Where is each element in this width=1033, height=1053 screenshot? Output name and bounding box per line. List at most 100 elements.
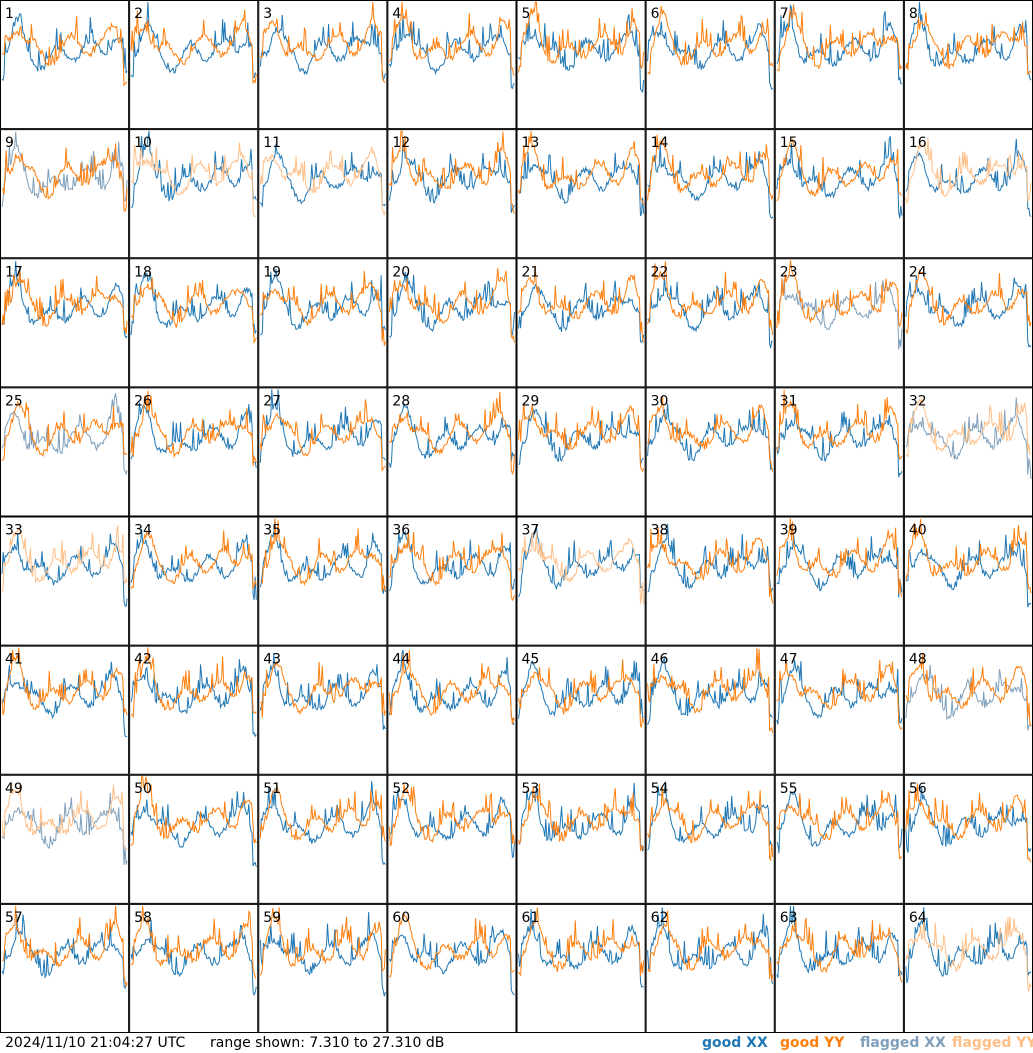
series-yy-line [259,145,386,216]
panel-frame [0,774,130,904]
series-xx-line [647,781,774,851]
series-xx-line [1,261,128,339]
series-yy-line [260,518,386,592]
panel-frame [0,0,130,130]
panel-5: 5 [516,0,646,130]
panel-33: 33 [0,516,130,646]
footer-bar: 2024/11/10 21:04:27 UTC range shown: 7.3… [0,1033,1033,1053]
panel-label: 7 [780,6,789,22]
series-yy-line [776,4,903,72]
series-xx-line [905,138,1032,217]
panel-label: 21 [522,264,540,280]
series-xx-line [518,280,645,343]
panel-frame [516,774,646,904]
panel-18: 18 [129,258,259,388]
panel-49: 49 [0,774,130,904]
panel-label: 64 [909,910,927,926]
panel-label: 27 [263,393,281,409]
panel-label: 4 [392,6,401,22]
panel-47: 47 [774,645,904,775]
panel-63: 63 [774,903,904,1033]
panel-16: 16 [903,129,1033,259]
series-yy-line [647,261,774,335]
series-yy-line [260,659,386,718]
panel-label: 31 [780,393,798,409]
panel-12: 12 [387,129,517,259]
panel-frame [516,645,646,775]
panel-frame [645,645,775,775]
panel-label: 46 [651,652,669,668]
panel-label: 34 [134,523,152,539]
panel-label: 25 [5,393,23,409]
series-yy-line [776,389,903,461]
series-xx-line [647,907,774,985]
panel-label: 38 [651,523,669,539]
series-xx-line [1,661,128,738]
panel-frame [129,129,259,259]
panel-label: 1 [5,6,14,22]
panel-7: 7 [774,0,904,130]
panel-label: 19 [263,264,281,280]
panel-frame [258,645,388,775]
series-yy-line [905,12,1032,76]
panel-label: 56 [909,781,927,797]
panel-label: 35 [263,523,281,539]
panel-42: 42 [129,645,259,775]
panel-frame [774,645,904,775]
series-yy-line [259,1,386,84]
panel-43: 43 [258,645,388,775]
panel-36: 36 [387,516,517,646]
panel-label: 9 [5,135,14,151]
panel-label: 57 [5,910,23,926]
series-yy-line [905,783,1032,863]
panel-frame [903,0,1033,130]
series-yy-line [1,905,128,987]
panel-frame [387,258,517,388]
panel-frame [387,903,517,1033]
series-xx-line [518,908,644,988]
panel-frame [774,903,904,1033]
series-xx-line [647,657,774,725]
series-xx-line [518,152,645,217]
series-yy-line [776,518,903,597]
series-yy-line [518,131,645,205]
panel-label: 14 [651,135,669,151]
panel-frame [387,387,517,517]
panel-frame [129,903,259,1033]
panel-label: 29 [522,393,540,409]
series-yy-line [518,783,645,852]
series-xx-line [776,279,903,350]
series-xx-line [905,907,1032,984]
series-yy-line [389,913,515,978]
panel-frame [258,516,388,646]
panel-frame [645,258,775,388]
panel-23: 23 [774,258,904,388]
panel-25: 25 [0,387,130,517]
series-yy-line [776,138,903,202]
series-xx-line [518,782,645,853]
series-xx-line [776,406,903,478]
panel-50: 50 [129,774,259,904]
series-xx-line [388,925,515,996]
panel-64: 64 [903,903,1033,1033]
panel-label: 55 [780,781,798,797]
panel-frame [129,0,259,130]
panel-label: 63 [780,910,798,926]
series-xx-line [388,649,515,726]
panel-frame [774,387,904,517]
panel-label: 24 [909,264,927,280]
panel-1: 1 [0,0,130,130]
series-xx-line [1,393,128,476]
series-yy-line [776,789,903,860]
panel-24: 24 [903,258,1033,388]
panel-60: 60 [387,903,517,1033]
panel-6: 6 [645,0,775,130]
series-xx-line [388,789,515,859]
series-yy-line [1,525,128,593]
panel-label: 3 [263,6,272,22]
series-xx-line [1,12,128,81]
panel-frame [258,258,388,388]
panel-35: 35 [258,516,388,646]
panel-frame [516,903,646,1033]
series-xx-line [130,1,257,79]
